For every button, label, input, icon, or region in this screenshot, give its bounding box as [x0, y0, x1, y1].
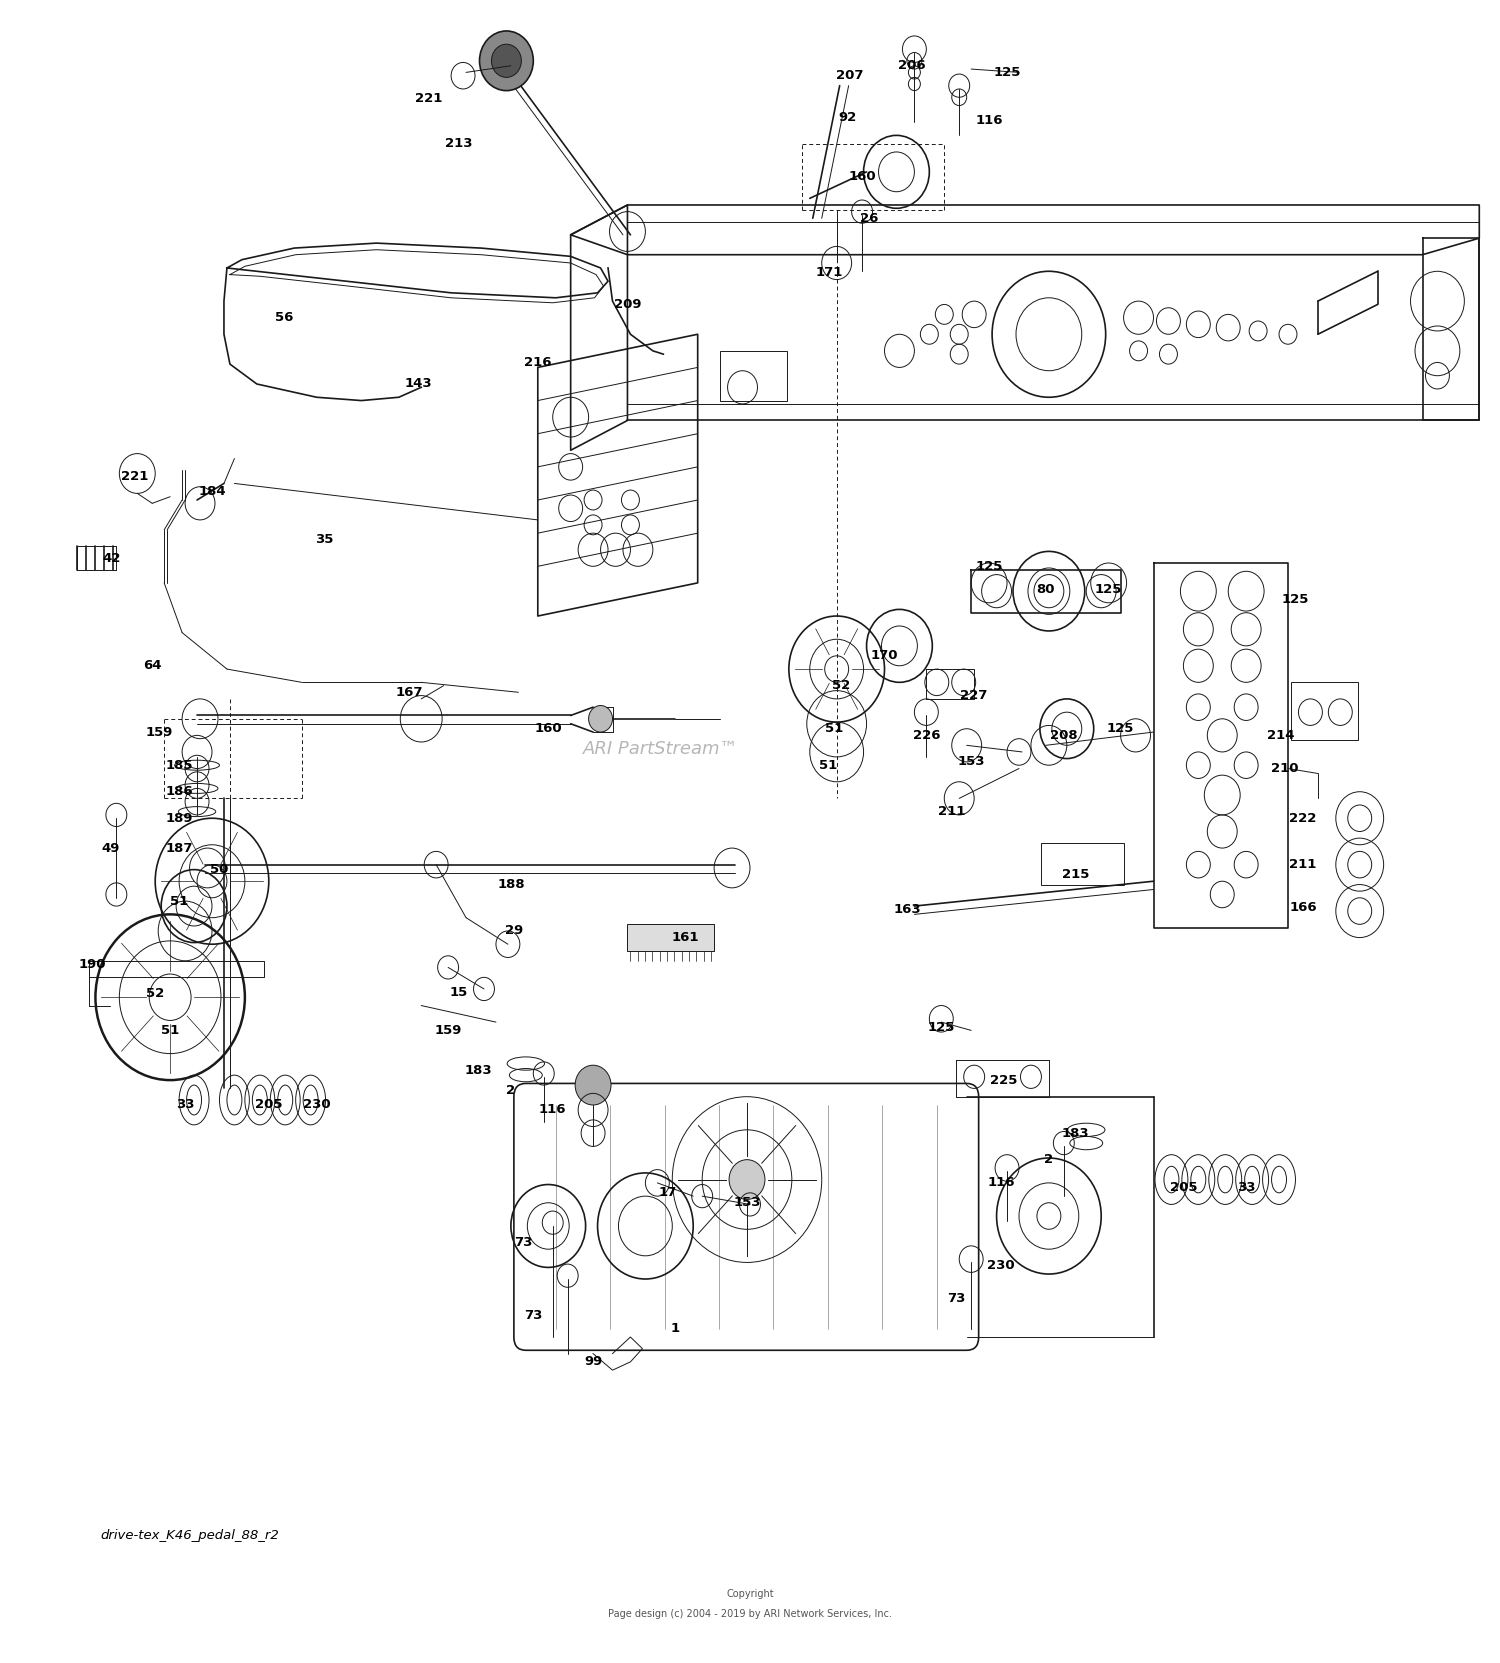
- Text: 92: 92: [839, 111, 856, 123]
- Text: 183: 183: [1062, 1126, 1089, 1139]
- Text: 227: 227: [960, 688, 988, 702]
- Text: 183: 183: [464, 1064, 492, 1076]
- Text: drive-tex_K46_pedal_88_r2: drive-tex_K46_pedal_88_r2: [100, 1530, 279, 1542]
- Text: 52: 52: [146, 988, 165, 1001]
- Text: 170: 170: [870, 649, 898, 662]
- Text: 159: 159: [435, 1024, 462, 1038]
- Text: 205: 205: [255, 1099, 282, 1111]
- Bar: [1041, 843, 1124, 885]
- Text: 15: 15: [450, 986, 468, 999]
- Circle shape: [574, 1066, 610, 1104]
- Text: 153: 153: [957, 755, 986, 768]
- Text: 116: 116: [975, 115, 1004, 126]
- Text: 33: 33: [176, 1099, 195, 1111]
- Text: 73: 73: [513, 1236, 532, 1249]
- Text: 189: 189: [165, 812, 194, 825]
- Text: 50: 50: [210, 863, 228, 876]
- Text: 125: 125: [975, 560, 1004, 572]
- Text: 208: 208: [1050, 728, 1077, 742]
- Text: 51: 51: [160, 1024, 180, 1038]
- Text: 222: 222: [1290, 812, 1317, 825]
- Text: 29: 29: [506, 925, 524, 938]
- Text: 215: 215: [1062, 868, 1089, 881]
- Bar: [720, 351, 788, 401]
- Text: 125: 125: [1282, 594, 1310, 605]
- Text: 207: 207: [837, 70, 864, 81]
- Text: 230: 230: [987, 1259, 1016, 1272]
- Text: 160: 160: [849, 170, 876, 183]
- Text: 2: 2: [1044, 1152, 1053, 1166]
- Text: 143: 143: [405, 378, 432, 391]
- Text: 17: 17: [658, 1186, 676, 1199]
- Text: 205: 205: [1170, 1181, 1197, 1194]
- Text: 116: 116: [538, 1104, 567, 1116]
- Circle shape: [588, 705, 612, 732]
- Text: 206: 206: [897, 60, 926, 72]
- Bar: [1292, 682, 1358, 740]
- Text: 159: 159: [146, 725, 174, 738]
- Text: 51: 51: [819, 758, 837, 772]
- Text: 160: 160: [534, 722, 562, 735]
- Text: 226: 226: [912, 728, 940, 742]
- Text: 187: 187: [165, 841, 194, 855]
- Text: 230: 230: [303, 1099, 330, 1111]
- Circle shape: [492, 45, 522, 78]
- Text: 211: 211: [1290, 858, 1317, 871]
- Text: 56: 56: [274, 311, 292, 324]
- Text: 73: 73: [524, 1309, 543, 1322]
- Text: 64: 64: [142, 659, 162, 672]
- Text: 51: 51: [170, 895, 188, 908]
- Text: 125: 125: [927, 1021, 956, 1034]
- Text: 166: 166: [1288, 901, 1317, 915]
- Text: 188: 188: [496, 878, 525, 891]
- Text: 1: 1: [670, 1322, 680, 1335]
- Text: 73: 73: [946, 1292, 966, 1305]
- Text: 213: 213: [446, 136, 472, 150]
- Text: 209: 209: [614, 298, 640, 311]
- Text: 210: 210: [1272, 762, 1299, 775]
- Text: 125: 125: [1107, 722, 1134, 735]
- Text: 163: 163: [892, 903, 921, 916]
- Text: 49: 49: [100, 841, 120, 855]
- Text: ARI PartStream™: ARI PartStream™: [582, 740, 738, 758]
- Text: 186: 186: [165, 785, 194, 798]
- Text: 216: 216: [524, 356, 552, 369]
- Text: 225: 225: [990, 1074, 1017, 1086]
- Text: 35: 35: [315, 534, 333, 545]
- Text: 26: 26: [861, 211, 879, 225]
- Text: 214: 214: [1268, 728, 1294, 742]
- Text: 221: 221: [120, 471, 148, 484]
- Text: 184: 184: [198, 486, 226, 499]
- Text: 167: 167: [396, 685, 423, 698]
- Text: 2: 2: [507, 1084, 516, 1096]
- Text: 116: 116: [987, 1176, 1016, 1189]
- Text: 211: 211: [938, 805, 966, 818]
- Text: 161: 161: [672, 931, 699, 945]
- Circle shape: [729, 1159, 765, 1199]
- Text: 33: 33: [1238, 1181, 1256, 1194]
- Text: 125: 125: [1095, 584, 1122, 595]
- FancyBboxPatch shape: [514, 1083, 978, 1350]
- Text: 153: 153: [734, 1196, 760, 1209]
- Text: 42: 42: [102, 552, 122, 564]
- Text: 52: 52: [833, 679, 850, 692]
- Text: Copyright: Copyright: [726, 1588, 774, 1598]
- Text: 221: 221: [416, 93, 442, 105]
- Text: 125: 125: [993, 67, 1020, 78]
- Bar: [627, 925, 714, 951]
- Circle shape: [480, 32, 534, 90]
- Text: 185: 185: [165, 758, 194, 772]
- Text: 171: 171: [816, 266, 843, 279]
- Text: 51: 51: [825, 722, 843, 735]
- Text: 99: 99: [584, 1355, 602, 1369]
- Text: 190: 190: [78, 958, 106, 971]
- Text: 80: 80: [1036, 584, 1054, 595]
- Text: Page design (c) 2004 - 2019 by ARI Network Services, Inc.: Page design (c) 2004 - 2019 by ARI Netwo…: [608, 1608, 892, 1618]
